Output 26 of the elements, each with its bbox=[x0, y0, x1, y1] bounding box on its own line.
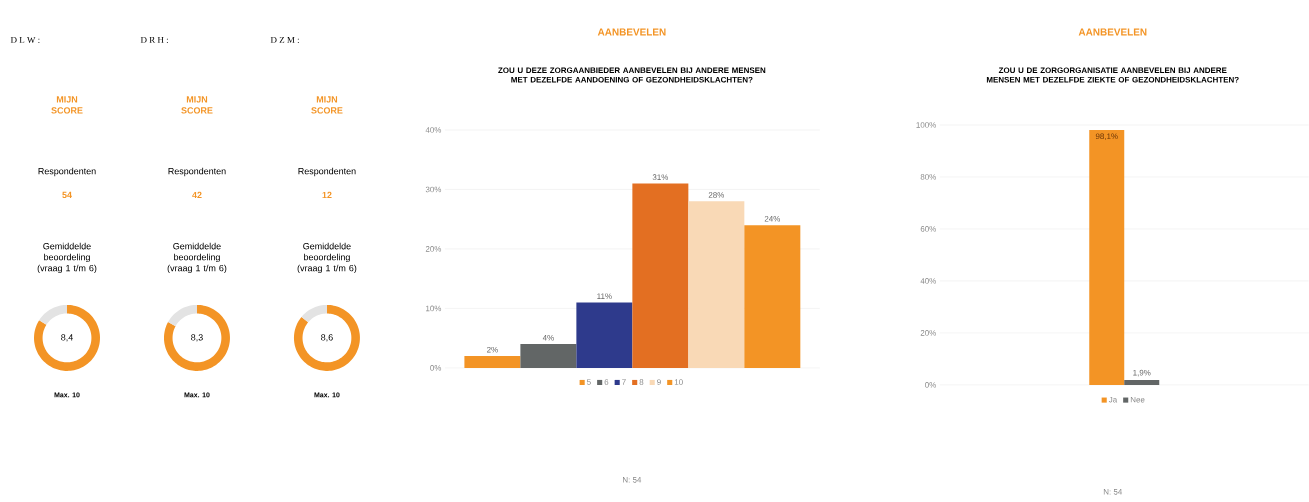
chart-title: AANBEVELEN bbox=[1078, 28, 1147, 36]
chart-title: D R H : bbox=[140, 37, 168, 44]
text: 8,3 bbox=[191, 334, 203, 342]
text: Gemiddelde beoordeling (vraag 1 t/m 6) bbox=[297, 242, 357, 274]
text: Respondenten bbox=[298, 167, 356, 177]
chart-title: AANBEVELEN bbox=[597, 28, 666, 36]
bar bbox=[632, 183, 689, 368]
chart-title: D L W : bbox=[10, 37, 40, 44]
chart-subtitle: MIJN SCORE bbox=[51, 96, 83, 114]
text: Respondenten bbox=[168, 167, 226, 177]
text: Respondenten bbox=[38, 167, 96, 177]
chart-subtitle: MIJN SCORE bbox=[181, 96, 213, 114]
text: 8,4 bbox=[61, 334, 73, 342]
text: Gemiddelde beoordeling (vraag 1 t/m 6) bbox=[37, 242, 97, 274]
text: 54 bbox=[62, 191, 72, 199]
bar bbox=[520, 344, 577, 368]
chart-subtitle: MIJN SCORE bbox=[311, 96, 343, 114]
bar bbox=[688, 201, 745, 368]
text: 12 bbox=[322, 191, 332, 199]
text: 42 bbox=[192, 191, 202, 199]
text: 8,6 bbox=[321, 334, 333, 342]
bar bbox=[576, 302, 633, 368]
bar bbox=[744, 225, 801, 368]
text: Gemiddelde beoordeling (vraag 1 t/m 6) bbox=[167, 242, 227, 274]
bar bbox=[464, 356, 521, 368]
chart-title: D Z M : bbox=[270, 37, 299, 44]
